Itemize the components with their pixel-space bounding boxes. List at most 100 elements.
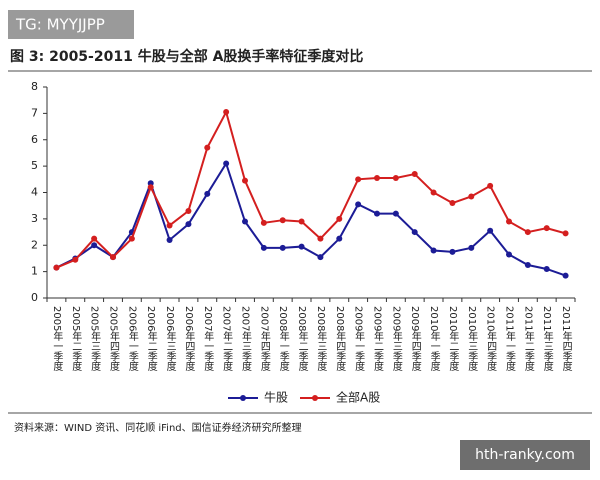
- legend-marker: [240, 395, 246, 401]
- x-tick-label: 2007年一季度: [202, 306, 214, 372]
- y-tick-label: 8: [31, 80, 38, 93]
- y-tick-label: 5: [31, 159, 38, 172]
- x-tick-label: 2009年一季度: [353, 306, 365, 372]
- data-point: [223, 109, 230, 116]
- data-point: [355, 176, 362, 183]
- data-point: [374, 210, 380, 217]
- data-point: [242, 218, 248, 225]
- x-tick-label: 2008年三季度: [315, 306, 327, 372]
- data-point: [524, 262, 531, 269]
- x-tick-label: 2010年四季度: [485, 306, 497, 372]
- x-tick-label: 2008年二季度: [296, 306, 308, 372]
- x-tick-label: 2007年三季度: [240, 306, 252, 372]
- source-note: 资料来源：WIND 资讯、同花顺 iFind、国信证券经济研究所整理: [14, 421, 302, 434]
- x-tick-label: 2011年二季度: [522, 306, 534, 372]
- legend-marker: [312, 395, 318, 401]
- data-point: [128, 235, 135, 242]
- y-tick-label: 1: [31, 265, 38, 278]
- x-tick-label: 2010年二季度: [447, 306, 459, 372]
- data-point: [468, 193, 475, 200]
- x-tick-label: 2008年四季度: [334, 306, 346, 372]
- data-point: [336, 235, 343, 242]
- x-tick-label: 2005年四季度: [108, 306, 120, 372]
- y-tick-label: 2: [31, 238, 38, 251]
- data-point: [506, 251, 512, 258]
- x-tick-label: 2006年四季度: [183, 306, 195, 372]
- x-tick-label: 2007年四季度: [258, 306, 270, 372]
- data-point: [260, 219, 267, 226]
- data-point: [91, 235, 98, 242]
- x-tick-label: 2009年四季度: [409, 306, 421, 372]
- y-tick-label: 4: [31, 186, 38, 199]
- data-point: [411, 171, 418, 178]
- data-point: [449, 248, 456, 255]
- legend-entry: 牛股: [264, 390, 288, 405]
- data-point: [147, 184, 154, 191]
- data-point: [53, 264, 60, 271]
- chart-title: 图 3: 2005-2011 牛股与全部 A股换手率特征季度对比: [10, 48, 363, 65]
- data-point: [166, 222, 173, 229]
- watermark: hth-ranky.com: [475, 447, 575, 463]
- series-line: [56, 109, 566, 269]
- x-tick-label: 2005年三季度: [89, 306, 101, 372]
- x-tick-label: 2010年三季度: [466, 306, 478, 372]
- data-point: [242, 177, 248, 184]
- data-point: [524, 229, 531, 236]
- y-tick-label: 7: [31, 106, 38, 119]
- data-point: [430, 247, 437, 254]
- y-tick-label: 6: [31, 133, 38, 146]
- x-tick-label: 2006年三季度: [164, 306, 176, 372]
- data-point: [279, 244, 286, 251]
- x-tick-label: 2011年一季度: [504, 306, 516, 372]
- data-point: [223, 160, 230, 167]
- x-tick-label: 2008年一季度: [277, 306, 289, 372]
- data-point: [487, 182, 494, 189]
- x-tick-label: 2011年四季度: [560, 306, 572, 372]
- y-tick-label: 3: [31, 212, 38, 225]
- data-point: [336, 215, 343, 222]
- data-point: [260, 244, 267, 251]
- y-tick-label: 0: [31, 291, 38, 304]
- data-point: [374, 174, 380, 181]
- data-point: [110, 254, 116, 261]
- data-point: [298, 218, 305, 225]
- x-tick-label: 2009年二季度: [372, 306, 384, 372]
- series-line: [55, 161, 566, 277]
- data-point: [317, 235, 324, 242]
- x-tick-label: 2005年一季度: [51, 306, 63, 372]
- data-point: [468, 244, 475, 251]
- x-tick-label: 2011年三季度: [541, 306, 553, 372]
- data-point: [487, 227, 494, 234]
- watermark-box: [8, 10, 134, 39]
- x-tick-label: 2009年三季度: [390, 306, 402, 372]
- data-point: [317, 254, 324, 261]
- data-point: [279, 217, 286, 224]
- data-point: [91, 242, 98, 249]
- data-point: [543, 225, 550, 232]
- data-point: [430, 189, 437, 196]
- data-point: [543, 265, 550, 272]
- data-point: [449, 200, 456, 207]
- data-point: [562, 272, 569, 279]
- x-tick-label: 2006年二季度: [145, 306, 157, 372]
- data-point: [185, 207, 192, 214]
- data-point: [562, 230, 569, 237]
- data-point: [355, 201, 362, 208]
- x-tick-label: 2010年一季度: [428, 306, 440, 372]
- watermark-box: [460, 440, 590, 470]
- x-tick-label: 2006年一季度: [126, 306, 138, 372]
- legend-entry: 全部A股: [336, 390, 380, 405]
- data-point: [72, 256, 79, 263]
- x-tick-label: 2007年二季度: [221, 306, 233, 372]
- data-point: [204, 190, 211, 197]
- data-point: [506, 218, 512, 225]
- data-point: [411, 229, 418, 236]
- data-point: [204, 144, 211, 151]
- watermark: TG: MYYJJPP: [15, 16, 105, 34]
- data-point: [166, 236, 173, 243]
- data-point: [392, 174, 399, 181]
- data-point: [298, 243, 305, 250]
- x-tick-label: 2005年二季度: [70, 306, 82, 372]
- data-point: [185, 221, 192, 228]
